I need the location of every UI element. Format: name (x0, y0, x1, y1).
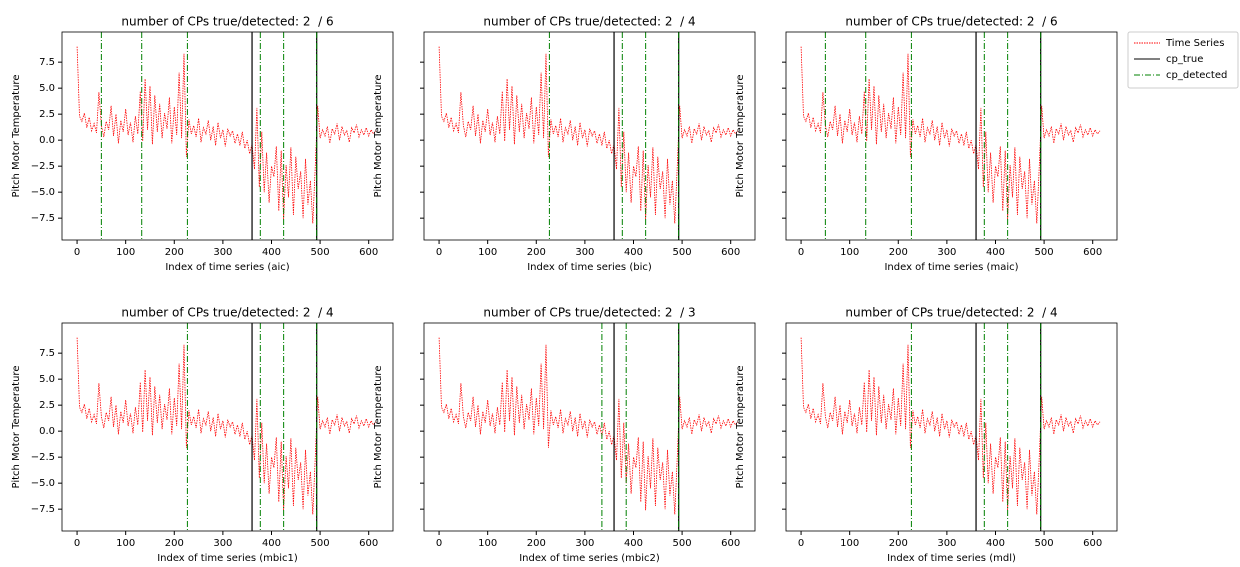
x-tick-label: 300 (575, 247, 594, 258)
x-tick-label: 100 (478, 247, 497, 258)
x-tick-label: 400 (624, 538, 643, 549)
legend-box (1127, 31, 1239, 89)
x-tick-label: 100 (478, 538, 497, 549)
x-tick-label: 400 (986, 247, 1005, 258)
y-axis-label: Pitch Motor Temperature (735, 366, 746, 489)
time-series-line (438, 337, 739, 515)
x-tick-label: 500 (673, 538, 692, 549)
x-tick-label: 200 (889, 247, 908, 258)
x-tick-label: 200 (165, 247, 184, 258)
x-tick-label: 100 (116, 247, 135, 258)
y-axis-label: Pitch Motor Temperature (735, 75, 746, 198)
x-tick-label: 100 (840, 538, 859, 549)
x-tick-label: 600 (359, 538, 378, 549)
subplot-title: number of CPs true/detected: 2 / 6 (845, 15, 1057, 29)
x-tick-label: 500 (311, 538, 330, 549)
legend-label: cp_detected (1166, 70, 1227, 81)
x-tick-label: 200 (527, 538, 546, 549)
x-axis-label: Index of time series (aic) (165, 262, 289, 273)
y-tick-label: 0.0 (39, 135, 55, 146)
x-tick-label: 500 (311, 247, 330, 258)
time-series-line (800, 46, 1101, 224)
y-tick-label: 7.5 (39, 348, 55, 359)
time-series-line (76, 46, 377, 224)
x-tick-label: 400 (624, 247, 643, 258)
x-tick-label: 300 (213, 538, 232, 549)
y-axis-label: Pitch Motor Temperature (373, 75, 384, 198)
y-axis-label: Pitch Motor Temperature (373, 366, 384, 489)
axes-frame (423, 322, 756, 532)
x-tick-label: 600 (1083, 247, 1102, 258)
x-tick-label: 600 (721, 247, 740, 258)
x-tick-label: 400 (986, 538, 1005, 549)
y-tick-label: 0.0 (39, 426, 55, 437)
x-tick-label: 0 (436, 247, 442, 258)
x-tick-label: 300 (575, 538, 594, 549)
legend-label: Time Series (1165, 38, 1224, 49)
x-tick-label: 300 (213, 247, 232, 258)
x-tick-label: 0 (74, 247, 80, 258)
y-tick-label: 2.5 (39, 109, 55, 120)
x-tick-label: 500 (673, 247, 692, 258)
y-tick-label: 5.0 (39, 374, 55, 385)
y-tick-label: 2.5 (39, 400, 55, 411)
y-tick-label: −5.0 (31, 187, 55, 198)
axes-frame (785, 322, 1118, 532)
x-axis-label: Index of time series (mdl) (887, 553, 1016, 564)
axes-frame (61, 322, 394, 532)
x-tick-label: 300 (937, 247, 956, 258)
subplot-title: number of CPs true/detected: 2 / 3 (483, 306, 695, 320)
axes-frame (785, 31, 1118, 241)
time-series-line (76, 337, 377, 515)
subplot-title: number of CPs true/detected: 2 / 4 (483, 15, 695, 29)
x-tick-label: 600 (1083, 538, 1102, 549)
x-tick-label: 0 (798, 538, 804, 549)
y-tick-label: 5.0 (39, 83, 55, 94)
subplot-title: number of CPs true/detected: 2 / 4 (845, 306, 1057, 320)
x-tick-label: 200 (165, 538, 184, 549)
x-tick-label: 0 (74, 538, 80, 549)
x-tick-label: 600 (359, 247, 378, 258)
plot-area (76, 323, 377, 531)
x-tick-label: 600 (721, 538, 740, 549)
x-tick-label: 200 (889, 538, 908, 549)
y-tick-label: −7.5 (31, 213, 55, 224)
y-tick-label: −2.5 (31, 161, 55, 172)
x-tick-label: 500 (1035, 247, 1054, 258)
y-axis-label: Pitch Motor Temperature (11, 75, 22, 198)
plot-area (800, 323, 1101, 531)
x-tick-label: 400 (262, 247, 281, 258)
y-tick-label: −7.5 (31, 504, 55, 515)
plot-area (800, 32, 1101, 240)
subplot-title: number of CPs true/detected: 2 / 4 (121, 306, 333, 320)
x-tick-label: 400 (262, 538, 281, 549)
y-tick-label: −2.5 (31, 452, 55, 463)
x-tick-label: 100 (116, 538, 135, 549)
plot-area (76, 32, 377, 240)
time-series-line (438, 46, 739, 224)
x-tick-label: 200 (527, 247, 546, 258)
plot-area (438, 323, 739, 531)
y-tick-label: −5.0 (31, 478, 55, 489)
plot-area (438, 32, 739, 240)
axes-frame (61, 31, 394, 241)
x-axis-label: Index of time series (mbic1) (157, 553, 298, 564)
legend-label: cp_true (1166, 54, 1203, 65)
time-series-line (800, 337, 1101, 515)
subplot-title: number of CPs true/detected: 2 / 6 (121, 15, 333, 29)
x-axis-label: Index of time series (maic) (884, 262, 1018, 273)
x-tick-label: 300 (937, 538, 956, 549)
x-tick-label: 0 (798, 247, 804, 258)
y-tick-label: 7.5 (39, 57, 55, 68)
x-tick-label: 0 (436, 538, 442, 549)
x-axis-label: Index of time series (bic) (527, 262, 652, 273)
x-tick-label: 100 (840, 247, 859, 258)
y-axis-label: Pitch Motor Temperature (11, 366, 22, 489)
axes-frame (423, 31, 756, 241)
x-axis-label: Index of time series (mbic2) (519, 553, 660, 564)
x-tick-label: 500 (1035, 538, 1054, 549)
